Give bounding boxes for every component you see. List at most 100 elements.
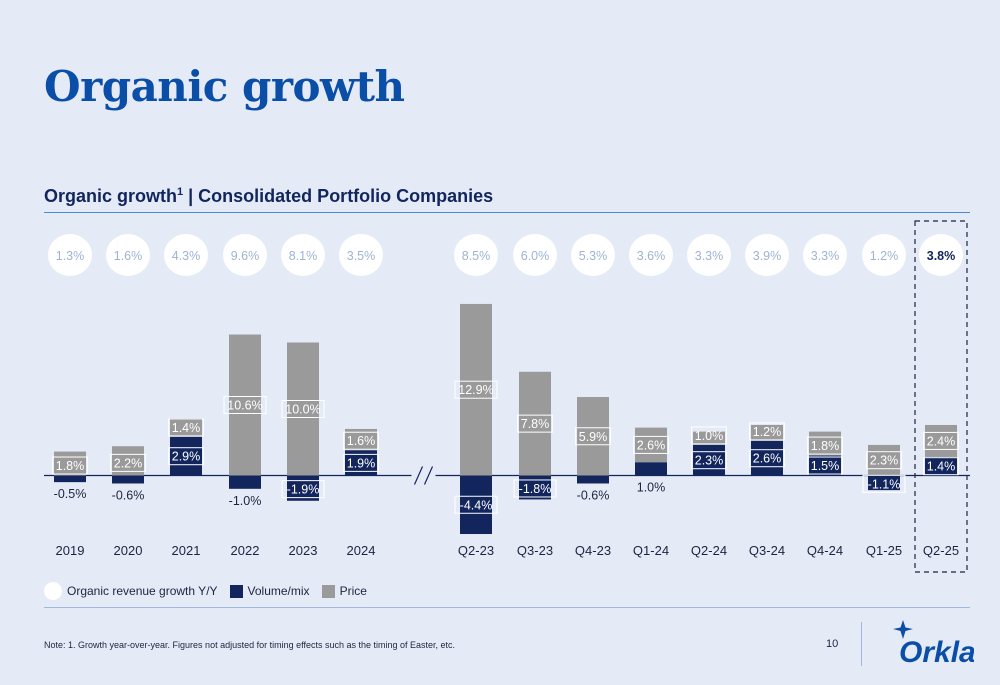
price-bar-Q3-24 <box>751 424 783 441</box>
organic-label-Q3-24: 3.9% <box>753 249 782 263</box>
organic-label-2023: 8.1% <box>289 249 318 263</box>
price-label-Q3-24-box <box>749 422 785 441</box>
page-number: 10 <box>826 638 839 650</box>
volume-bar-Q3-24 <box>751 440 783 476</box>
subtitle-rest: | Consolidated Portfolio Companies <box>183 186 494 206</box>
price-bar-Q2-23 <box>460 303 492 476</box>
volume-label-Q2-23-box <box>454 495 498 514</box>
organic-label-Q4-23: 5.3% <box>579 249 608 263</box>
volume-label-Q2-24: 2.3% <box>695 454 724 468</box>
x-tick-Q2-24: Q2-24 <box>691 543 727 558</box>
price-label-Q2-25-box <box>923 431 959 450</box>
organic-bubble-Q4-23 <box>571 234 615 276</box>
price-bar-Q3-23 <box>519 371 551 476</box>
price-label-Q4-24: 1.8% <box>811 439 840 453</box>
price-label-Q2-24: 1.0% <box>695 429 724 443</box>
subtitle-footnote-ref: 1 <box>177 186 184 198</box>
axis-break-mark-2 <box>423 466 434 485</box>
x-tick-2020: 2020 <box>114 543 143 558</box>
price-label-Q3-23: 7.8% <box>521 417 550 431</box>
price-bar-Q2-25 <box>925 424 957 457</box>
x-tick-2022: 2022 <box>231 543 260 558</box>
organic-bubble-Q1-24 <box>629 234 673 276</box>
x-tick-2023: 2023 <box>289 543 318 558</box>
price-label-2019: 1.8% <box>56 459 85 473</box>
price-label-2024: 1.6% <box>347 434 376 448</box>
volume-label-2023: -1.9% <box>287 483 320 497</box>
organic-bubble-Q2-23 <box>454 234 498 276</box>
legend-volume-label: Volume/mix <box>247 584 310 598</box>
footnote: Note: 1. Growth year-over-year. Figures … <box>44 640 456 650</box>
volume-bar-Q2-24 <box>693 444 725 476</box>
price-bar-2020 <box>112 446 144 476</box>
volume-bar-2023 <box>287 475 319 501</box>
organic-label-2024: 3.5% <box>347 249 376 263</box>
footer-divider <box>861 622 862 666</box>
organic-label-2019: 1.3% <box>56 249 85 263</box>
volume-label-2021: 2.9% <box>172 450 201 464</box>
volume-bar-Q2-23 <box>460 475 492 535</box>
organic-bubble-2022 <box>223 234 267 276</box>
volume-label-Q2-25-box <box>923 457 959 476</box>
volume-bar-Q1-25 <box>868 475 900 491</box>
price-label-Q2-24-box <box>691 426 727 445</box>
volume-label-Q4-24-box <box>807 456 843 475</box>
organic-label-Q2-24: 3.3% <box>695 249 724 263</box>
volume-label-Q2-25: 1.4% <box>927 460 956 474</box>
volume-label-Q3-23-box <box>513 479 557 498</box>
legend-organic-label: Organic revenue growth Y/Y <box>67 584 218 598</box>
x-tick-Q1-25: Q1-25 <box>866 543 902 558</box>
x-tick-2021: 2021 <box>172 543 201 558</box>
organic-label-Q4-24: 3.3% <box>811 249 840 263</box>
organic-label-Q2-23: 8.5% <box>462 249 491 263</box>
organic-label-2021: 4.3% <box>172 249 201 263</box>
volume-bar-2020 <box>112 475 144 484</box>
price-label-2023-box <box>281 400 325 418</box>
organic-bubble-2021 <box>164 234 208 276</box>
axis-break-mark-1 <box>413 466 424 485</box>
price-label-2024-box <box>343 431 379 450</box>
price-label-Q3-24: 1.2% <box>753 425 782 439</box>
price-bar-2019 <box>54 451 86 476</box>
organic-label-2022: 9.6% <box>231 249 260 263</box>
price-label-2020: 2.2% <box>114 456 143 470</box>
organic-label-Q2-25: 3.8% <box>927 249 956 263</box>
price-bar-2022 <box>229 334 261 476</box>
x-tick-Q3-24: Q3-24 <box>749 543 785 558</box>
footer-rule <box>44 607 970 608</box>
volume-label-Q2-23: -4.4% <box>460 498 493 512</box>
volume-label-Q1-24: 1.0% <box>637 481 666 495</box>
subtitle-main: Organic growth <box>44 186 178 206</box>
price-bar-2023 <box>287 342 319 476</box>
volume-label-Q2-24-box <box>691 451 727 470</box>
organic-bubble-Q2-24 <box>687 234 731 276</box>
volume-label-2021-box <box>168 447 204 466</box>
x-tick-Q4-24: Q4-24 <box>807 543 843 558</box>
volume-label-Q4-23: -0.6% <box>577 488 610 502</box>
chart-legend: Organic revenue growth Y/Y Volume/mix Pr… <box>44 579 379 603</box>
x-tick-Q4-23: Q4-23 <box>575 543 611 558</box>
price-label-2023: 10.0% <box>285 403 320 417</box>
volume-bar-2019 <box>54 475 86 483</box>
organic-bubble-2019 <box>48 234 92 276</box>
legend-volume-swatch <box>229 584 243 598</box>
volume-label-2023-box <box>281 480 325 499</box>
legend-price-label: Price <box>339 584 367 598</box>
volume-bar-Q2-25 <box>925 456 957 476</box>
price-label-Q4-23: 5.9% <box>579 430 608 444</box>
legend-price-swatch <box>321 584 335 598</box>
x-tick-2024: 2024 <box>347 543 376 558</box>
legend-organic: Organic revenue growth Y/Y <box>44 582 218 600</box>
volume-bar-Q1-24 <box>635 462 667 476</box>
x-tick-Q3-23: Q3-23 <box>517 543 553 558</box>
volume-bar-Q4-23 <box>577 475 609 484</box>
volume-label-2024: 1.9% <box>347 456 376 470</box>
legend-price: Price <box>321 584 367 598</box>
x-tick-2019: 2019 <box>56 543 85 558</box>
price-label-2022: 10.6% <box>227 399 262 413</box>
price-label-2022-box <box>223 396 267 415</box>
page-title: Organic growth <box>44 62 405 111</box>
price-bar-2024 <box>345 428 377 451</box>
chart-subtitle: Organic growth1 | Consolidated Portfolio… <box>44 186 493 207</box>
